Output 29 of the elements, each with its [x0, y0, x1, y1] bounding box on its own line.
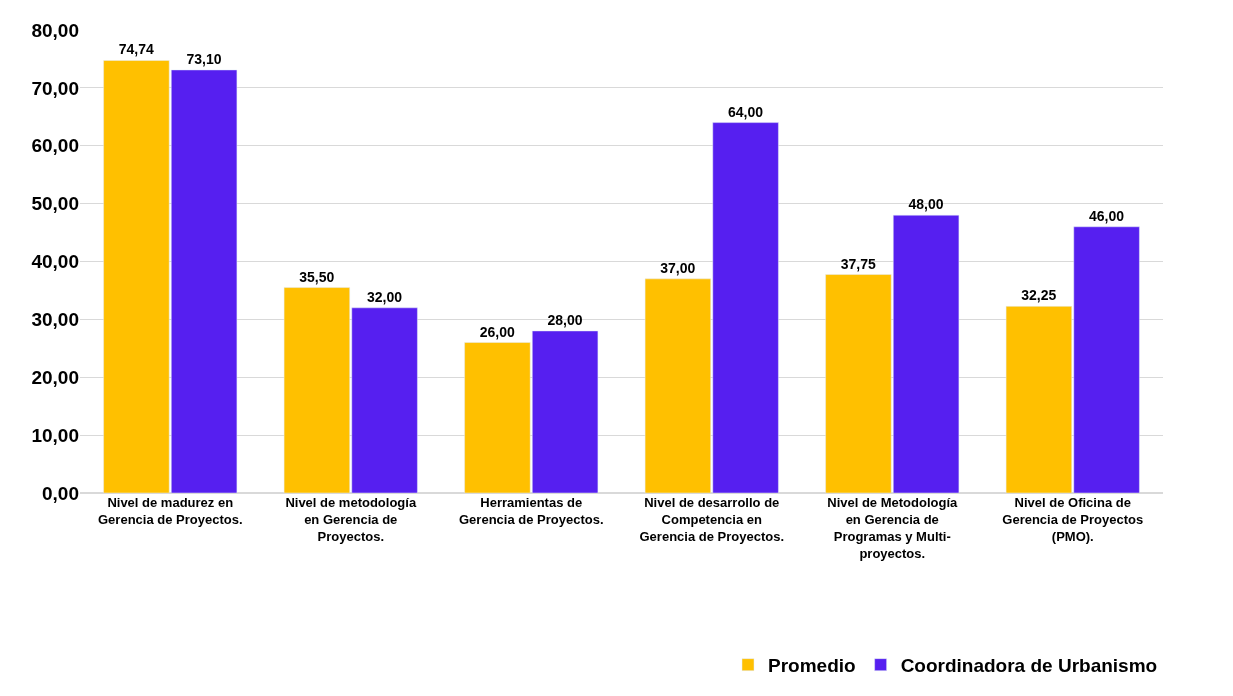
data-label: 46,00	[1088, 207, 1125, 224]
data-label: 26,00	[479, 323, 516, 340]
data-label: 48,00	[908, 196, 944, 213]
data-label: 37,75	[840, 255, 877, 272]
x-tick-label: Nivel de metodología en Gerencia de Proyectos.	[285, 495, 417, 544]
legend-label: Promedio	[768, 655, 856, 677]
y-tick-label: 40,00	[31, 251, 79, 273]
data-label: 64,00	[727, 103, 764, 120]
y-tick-label: 50,00	[31, 193, 79, 215]
y-tick-label: 70,00	[31, 77, 79, 99]
y-tick-label: 10,00	[31, 424, 79, 446]
x-tick-label: Nivel de madurez en Gerencia de Proyectos.	[97, 495, 243, 527]
data-label: 28,00	[547, 311, 583, 328]
data-label: 73,10	[186, 50, 222, 67]
data-label: 74,74	[118, 41, 155, 58]
x-tick-label: Nivel de Oficina de Gerencia de Proyectos (PMO).	[1002, 495, 1144, 544]
y-tick-label: 80,00	[31, 19, 79, 41]
y-tick-label: 0,00	[42, 482, 79, 504]
x-tick-label: Nivel de Metodología en Gerencia de Programas y Multi- proyectos.	[827, 495, 959, 561]
x-tick-label: Nivel de desarrollo de Competencia en Gerencia de Proyectos.	[639, 495, 785, 544]
y-tick-label: 20,00	[31, 366, 79, 388]
data-label: 37,00	[660, 259, 696, 276]
data-label: 35,50	[299, 268, 335, 285]
data-label: 32,25	[1021, 287, 1057, 304]
y-tick-label: 30,00	[31, 309, 79, 331]
data-label: 32,00	[366, 288, 403, 305]
y-tick-label: 60,00	[31, 135, 79, 157]
x-tick-label: Herramientas de Gerencia de Proyectos.	[458, 495, 604, 527]
legend-label: Coordinadora de Urbanismo	[900, 655, 1158, 677]
